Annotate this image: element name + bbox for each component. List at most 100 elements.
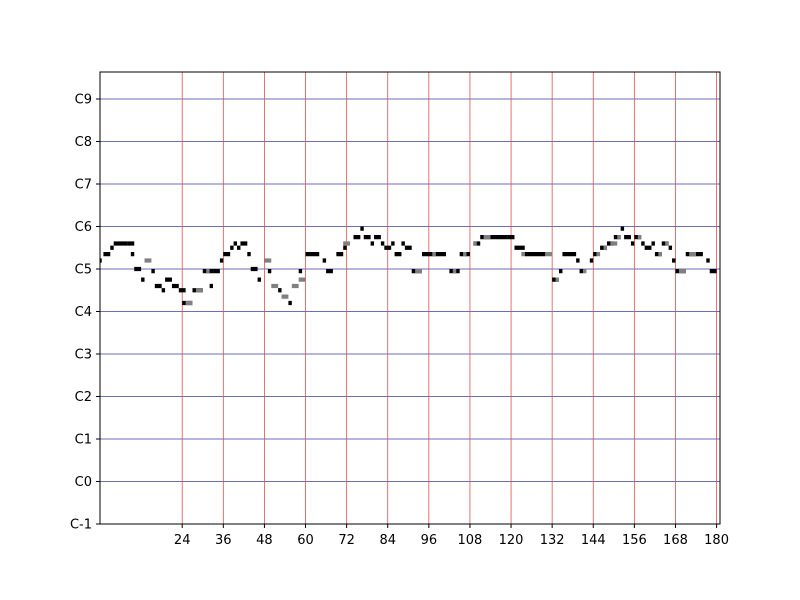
note [668, 245, 673, 250]
note [678, 269, 686, 274]
note [521, 252, 525, 257]
y-tick-label: C0 [75, 475, 92, 490]
vertical-grid [181, 72, 717, 524]
note [326, 269, 333, 274]
y-tick-label: C6 [75, 220, 92, 235]
note [483, 235, 491, 240]
note [596, 252, 601, 257]
note [353, 235, 361, 240]
note [322, 258, 327, 263]
note [281, 294, 289, 299]
note [559, 269, 563, 274]
note [617, 235, 621, 240]
x-tick-label: 60 [297, 533, 314, 548]
note [391, 241, 395, 246]
y-tick-label: C7 [75, 178, 92, 193]
note [480, 235, 508, 240]
note [603, 245, 607, 250]
notes-layer [100, 226, 717, 306]
y-tick-label: C-1 [70, 518, 92, 533]
note [620, 226, 625, 231]
x-tick-label: 36 [215, 533, 232, 548]
note [644, 245, 652, 250]
note [134, 266, 142, 272]
note [658, 252, 662, 257]
note [185, 300, 193, 306]
note [435, 252, 446, 257]
plot-frame [99, 71, 721, 525]
x-tick-label: 24 [174, 533, 191, 548]
y-axis: C-1 C0 C1 C2 C3 C4 C5 C6 C7 C8 C9 [70, 93, 100, 533]
y-tick-label: C1 [75, 433, 92, 448]
note [415, 269, 422, 274]
y-tick-label: C5 [75, 263, 92, 278]
note [360, 226, 364, 231]
note [624, 235, 631, 240]
note [230, 245, 234, 250]
note [240, 241, 248, 246]
x-tick-label: 48 [256, 533, 273, 548]
note [151, 269, 155, 274]
note [113, 241, 128, 246]
y-tick-label: C8 [75, 135, 92, 150]
note [637, 235, 642, 240]
note [271, 283, 279, 289]
note [264, 258, 272, 263]
note [237, 245, 241, 250]
note [130, 252, 135, 257]
note [100, 258, 102, 263]
note [343, 245, 347, 250]
x-tick-label: 84 [379, 533, 396, 548]
note [195, 288, 203, 293]
note [689, 252, 697, 257]
note [257, 277, 261, 282]
note [384, 245, 392, 250]
x-axis: 24 36 48 60 72 84 96 108 120 132 144 156 168 180 [174, 524, 729, 548]
note [641, 241, 645, 246]
y-tick-label: C4 [75, 305, 92, 320]
note [336, 252, 344, 257]
note [161, 288, 166, 293]
y-tick-label: C9 [75, 93, 92, 108]
note [103, 252, 111, 257]
note [579, 269, 583, 274]
note [452, 269, 457, 274]
note [706, 258, 710, 263]
x-tick-label: 168 [663, 533, 688, 548]
x-tick-label: 132 [540, 533, 565, 548]
note [699, 252, 703, 257]
note [370, 241, 375, 246]
note [404, 245, 412, 250]
note [298, 277, 306, 282]
note [363, 235, 371, 240]
note [555, 277, 560, 282]
note [110, 245, 114, 250]
note [401, 241, 405, 246]
note [298, 269, 303, 274]
note [394, 252, 402, 257]
note [473, 241, 477, 246]
x-tick-label: 120 [499, 533, 524, 548]
note [171, 283, 179, 289]
note [589, 258, 594, 263]
note [343, 241, 351, 246]
x-tick-label: 144 [581, 533, 606, 548]
note [267, 269, 272, 274]
note [144, 258, 152, 263]
note [432, 252, 436, 257]
plot-background [100, 72, 720, 524]
note [374, 235, 381, 240]
note [165, 277, 172, 282]
note [545, 252, 553, 257]
note [672, 258, 676, 263]
note [206, 269, 210, 274]
note [463, 252, 467, 257]
note [233, 241, 238, 246]
note [278, 288, 282, 293]
x-tick-label: 96 [421, 533, 438, 548]
note [665, 241, 669, 246]
note [507, 235, 515, 240]
note [651, 241, 655, 246]
note [291, 283, 299, 289]
